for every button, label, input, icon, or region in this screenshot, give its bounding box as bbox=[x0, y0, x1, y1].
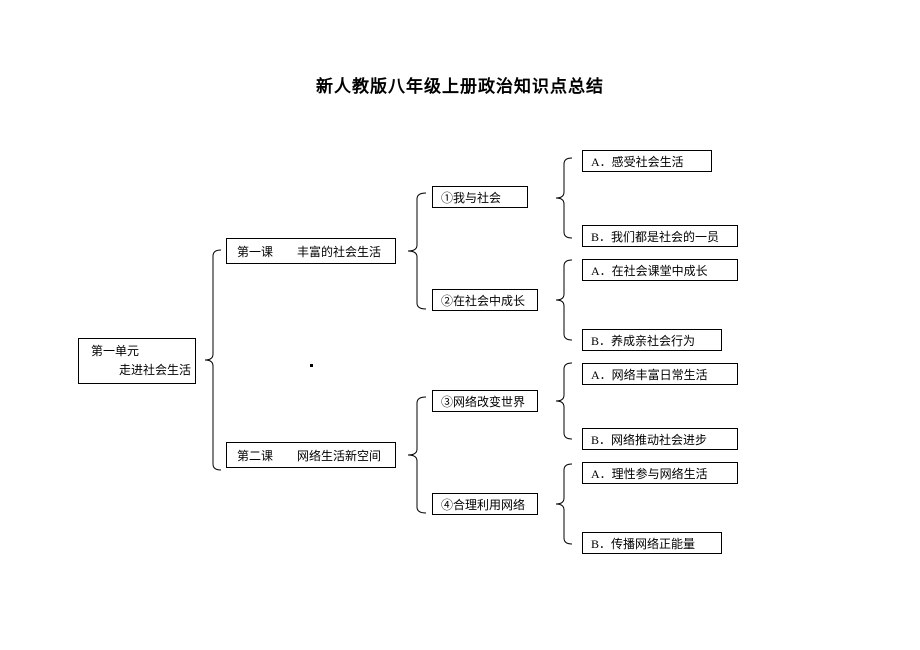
section-2: ②在社会中成长 bbox=[432, 289, 538, 311]
brace-6 bbox=[556, 363, 572, 439]
lesson-2-name: 网络生活新空间 bbox=[297, 447, 381, 464]
leaf-3: A．在社会课堂中成长 bbox=[582, 259, 738, 281]
page-title: 新人教版八年级上册政治知识点总结 bbox=[0, 72, 920, 97]
lesson-2-prefix: 第二课 bbox=[237, 447, 273, 464]
brace-7 bbox=[556, 464, 572, 544]
lesson-1-name: 丰富的社会生活 bbox=[297, 243, 381, 260]
brace-4 bbox=[556, 158, 572, 238]
lesson-1-prefix: 第一课 bbox=[237, 243, 273, 260]
brace-2 bbox=[408, 193, 426, 309]
lesson-gap bbox=[273, 447, 297, 464]
lesson-2: 第二课 网络生活新空间 bbox=[226, 442, 396, 468]
lesson-gap bbox=[273, 243, 297, 260]
leaf-4: B．养成亲社会行为 bbox=[582, 329, 722, 351]
leaf-1: A．感受社会生活 bbox=[582, 150, 712, 172]
center-dot bbox=[310, 364, 313, 367]
leaf-6: B．网络推动社会进步 bbox=[582, 428, 738, 450]
section-4: ④合理利用网络 bbox=[432, 493, 538, 515]
brace-layer bbox=[0, 0, 920, 650]
root-line2: 走进社会生活 bbox=[91, 361, 191, 380]
brace-3 bbox=[408, 397, 426, 513]
leaf-2: B．我们都是社会的一员 bbox=[582, 225, 738, 247]
root-line1: 第一单元 bbox=[91, 342, 139, 361]
leaf-8: B．传播网络正能量 bbox=[582, 532, 722, 554]
section-1: ①我与社会 bbox=[432, 186, 528, 208]
brace-5 bbox=[556, 260, 572, 340]
section-3: ③网络改变世界 bbox=[432, 390, 538, 412]
leaf-5: A．网络丰富日常生活 bbox=[582, 363, 738, 385]
brace-1 bbox=[205, 250, 221, 470]
root-node: 第一单元 走进社会生活 bbox=[78, 338, 196, 384]
leaf-7: A．理性参与网络生活 bbox=[582, 462, 738, 484]
lesson-1: 第一课 丰富的社会生活 bbox=[226, 238, 396, 264]
